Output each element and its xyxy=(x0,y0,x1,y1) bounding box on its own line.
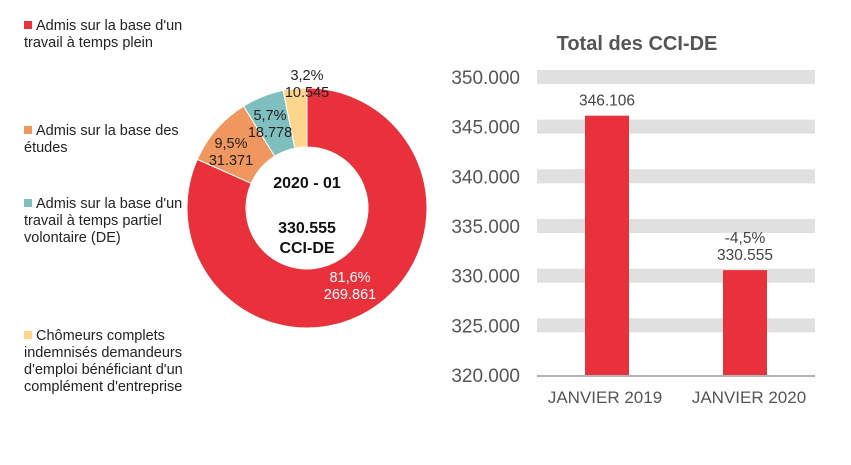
gridline-band xyxy=(537,169,815,184)
x-tick-label: JANVIER 2020 xyxy=(692,388,806,407)
bar-chart-title: Total des CCI-DE xyxy=(557,33,718,55)
bar xyxy=(585,115,629,376)
y-tick-label: 320.000 xyxy=(451,366,520,387)
legend-item: Admis sur la base des études xyxy=(24,123,199,157)
legend-label: Chômeurs complets indemnisés demandeurs … xyxy=(24,328,183,395)
donut-center-title: 2020 - 01 xyxy=(273,175,341,192)
y-tick-label: 330.000 xyxy=(451,267,520,288)
legend-swatch xyxy=(24,126,32,134)
legend-label: Admis sur la base des études xyxy=(24,123,179,156)
y-tick-label: 335.000 xyxy=(451,217,520,238)
legend-label: Admis sur la base d'un travail à temps p… xyxy=(24,18,183,51)
legend-item: Admis sur la base d'un travail à temps p… xyxy=(24,18,199,52)
donut-center-value: 330.555 xyxy=(278,220,336,237)
legend-swatch xyxy=(24,199,32,207)
legend-item: Admis sur la base d'un travail à temps p… xyxy=(24,196,199,247)
legend-item: Chômeurs complets indemnisés demandeurs … xyxy=(24,328,199,396)
legend-swatch xyxy=(24,21,32,29)
bar xyxy=(723,270,767,375)
donut-center-unit: CCI-DE xyxy=(279,240,334,257)
gridline-band xyxy=(537,119,815,134)
slice-percent-label: 3,2% xyxy=(290,68,323,84)
y-tick-label: 325.000 xyxy=(451,316,520,337)
gridline-band xyxy=(537,318,815,333)
gridline-band xyxy=(537,70,815,84)
slice-percent-label: 81,6% xyxy=(329,270,370,286)
slice-value-label: 269.861 xyxy=(324,287,376,303)
slice-percent-label: 5,7% xyxy=(253,108,286,124)
bar-value-label: 346.106 xyxy=(579,93,635,110)
slice-value-label: 31.371 xyxy=(209,153,253,169)
slice-percent-label: 9,5% xyxy=(214,136,247,152)
y-tick-label: 340.000 xyxy=(451,167,520,188)
bar-value-label: 330.555 xyxy=(717,247,773,264)
donut-slice xyxy=(186,87,428,329)
y-tick-label: 350.000 xyxy=(451,68,520,89)
legend-swatch xyxy=(24,331,32,339)
y-tick-label: 345.000 xyxy=(451,118,520,139)
slice-value-label: 10.545 xyxy=(285,85,329,101)
donut-slice xyxy=(282,87,308,149)
legend-label: Admis sur la base d'un travail à temps p… xyxy=(24,196,183,246)
slice-value-label: 18.778 xyxy=(248,125,292,141)
gridline-band xyxy=(537,219,815,233)
bar-change-label: -4,5% xyxy=(725,230,766,247)
gridline-band xyxy=(537,268,815,283)
x-tick-label: JANVIER 2019 xyxy=(548,388,662,407)
